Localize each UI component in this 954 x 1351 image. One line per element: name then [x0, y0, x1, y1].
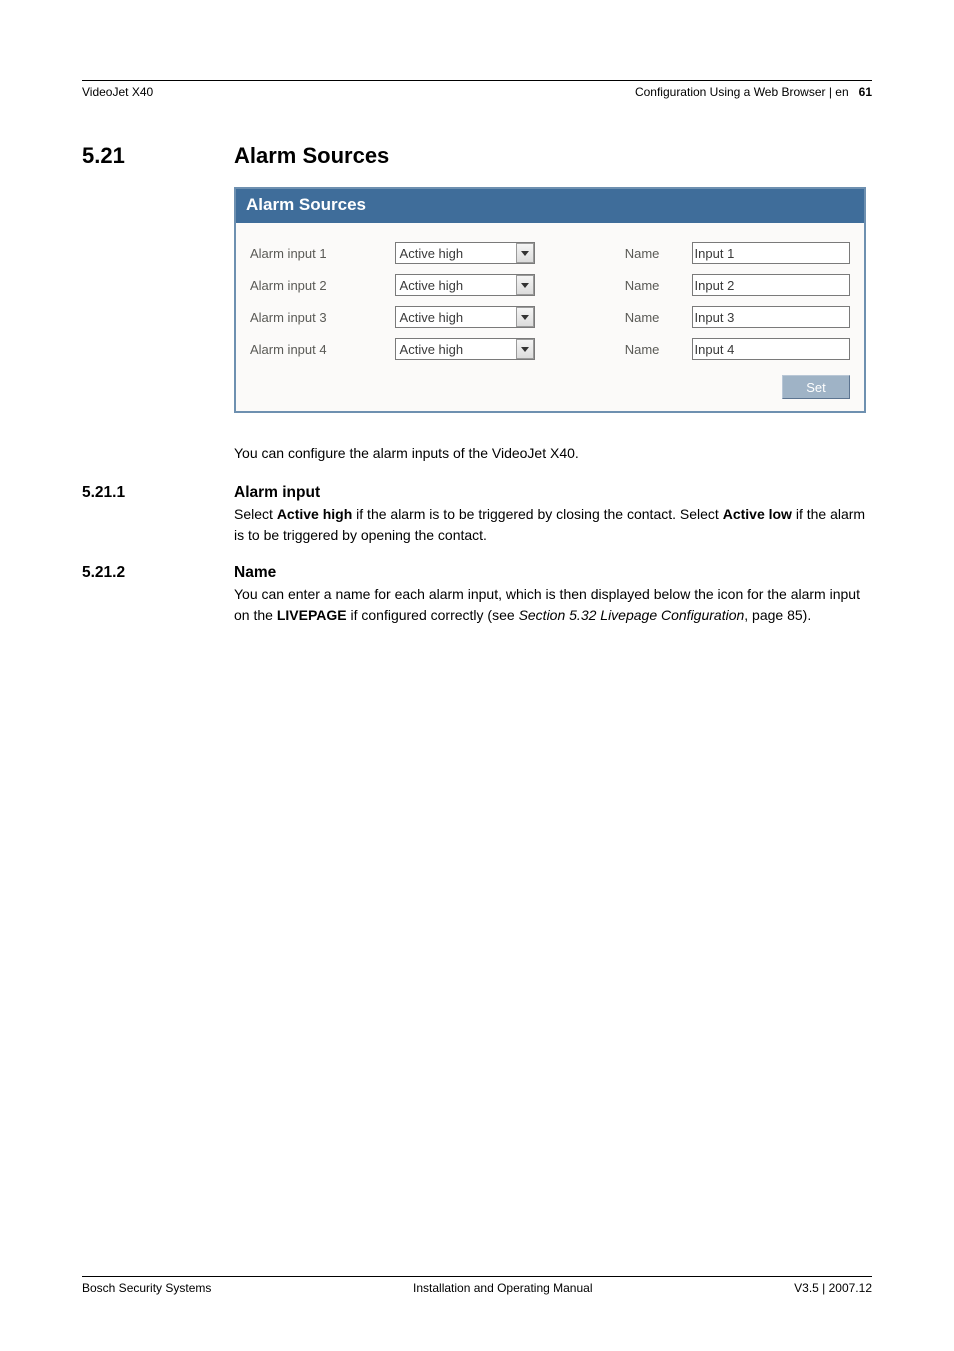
section-heading: 5.21 Alarm Sources [82, 143, 872, 169]
panel-body: Alarm input 1 Active high Name Input 1 A… [236, 223, 864, 411]
chevron-down-icon[interactable] [516, 243, 534, 263]
bold-text: Active high [277, 506, 352, 522]
alarm-mode-select-4[interactable]: Active high [395, 338, 535, 360]
alarm-sources-panel: Alarm Sources Alarm input 1 Active high … [234, 187, 866, 413]
alarm-input-label: Alarm input 2 [250, 278, 395, 293]
input-value: Input 1 [695, 246, 735, 261]
footer-center: Installation and Operating Manual [413, 1281, 592, 1295]
header-right: Configuration Using a Web Browser | en 6… [635, 85, 872, 99]
subsection-number: 5.21.1 [82, 484, 234, 502]
select-value: Active high [400, 278, 464, 293]
input-value: Input 2 [695, 278, 735, 293]
footer-rule [82, 1276, 872, 1277]
alarm-mode-select-1[interactable]: Active high [395, 242, 535, 264]
page-number: 61 [859, 85, 872, 99]
alarm-mode-select-3[interactable]: Active high [395, 306, 535, 328]
bold-text: Active low [723, 506, 792, 522]
panel-footer: Set [250, 375, 850, 399]
header-rule [82, 80, 872, 81]
name-column-label: Name [593, 278, 692, 293]
name-column-label: Name [593, 246, 692, 261]
set-button[interactable]: Set [782, 375, 850, 399]
alarm-mode-select-2[interactable]: Active high [395, 274, 535, 296]
header-left: VideoJet X40 [82, 85, 153, 99]
alarm-row-3: Alarm input 3 Active high Name Input 3 [250, 301, 850, 333]
select-box[interactable]: Active high [395, 274, 535, 296]
chevron-down-icon[interactable] [516, 307, 534, 327]
select-box[interactable]: Active high [395, 242, 535, 264]
bold-text: LIVEPAGE [277, 607, 347, 623]
subsection-body-1: Select Active high if the alarm is to be… [234, 504, 866, 546]
select-box[interactable]: Active high [395, 306, 535, 328]
text: if the alarm is to be triggered by closi… [352, 506, 722, 522]
alarm-input-label: Alarm input 4 [250, 342, 395, 357]
select-value: Active high [400, 246, 464, 261]
alarm-row-2: Alarm input 2 Active high Name Input 2 [250, 269, 850, 301]
alarm-input-label: Alarm input 3 [250, 310, 395, 325]
name-column-label: Name [593, 342, 692, 357]
alarm-name-input-2[interactable]: Input 2 [692, 274, 850, 296]
select-value: Active high [400, 310, 464, 325]
text: , page 85). [744, 607, 811, 623]
section-title: Alarm Sources [234, 143, 389, 169]
input-value: Input 4 [695, 342, 735, 357]
alarm-input-label: Alarm input 1 [250, 246, 395, 261]
alarm-name-input-3[interactable]: Input 3 [692, 306, 850, 328]
page-footer: Bosch Security Systems Installation and … [82, 1276, 872, 1295]
text: Select [234, 506, 277, 522]
subsection-body-2: You can enter a name for each alarm inpu… [234, 584, 866, 626]
select-value: Active high [400, 342, 464, 357]
footer-row: Bosch Security Systems Installation and … [82, 1281, 872, 1295]
page-header: VideoJet X40 Configuration Using a Web B… [82, 85, 872, 99]
alarm-name-input-1[interactable]: Input 1 [692, 242, 850, 264]
italic-text: Section 5.32 Livepage Configuration [519, 607, 745, 623]
intro-paragraph: You can configure the alarm inputs of th… [234, 443, 866, 464]
footer-right: V3.5 | 2007.12 [794, 1281, 872, 1295]
select-box[interactable]: Active high [395, 338, 535, 360]
subsection-heading-1: 5.21.1 Alarm input [82, 484, 872, 502]
subsection-heading-2: 5.21.2 Name [82, 564, 872, 582]
alarm-row-1: Alarm input 1 Active high Name Input 1 [250, 237, 850, 269]
footer-left: Bosch Security Systems [82, 1281, 211, 1295]
text: if configured correctly (see [347, 607, 519, 623]
chevron-down-icon[interactable] [516, 339, 534, 359]
document-page: VideoJet X40 Configuration Using a Web B… [0, 0, 954, 1351]
input-value: Input 3 [695, 310, 735, 325]
alarm-row-4: Alarm input 4 Active high Name Input 4 [250, 333, 850, 365]
section-number: 5.21 [82, 143, 234, 169]
subsection-title: Name [234, 564, 276, 582]
alarm-name-input-4[interactable]: Input 4 [692, 338, 850, 360]
chevron-down-icon[interactable] [516, 275, 534, 295]
header-right-text: Configuration Using a Web Browser | en [635, 85, 849, 99]
name-column-label: Name [593, 310, 692, 325]
panel-title: Alarm Sources [236, 189, 864, 223]
subsection-number: 5.21.2 [82, 564, 234, 582]
subsection-title: Alarm input [234, 484, 320, 502]
